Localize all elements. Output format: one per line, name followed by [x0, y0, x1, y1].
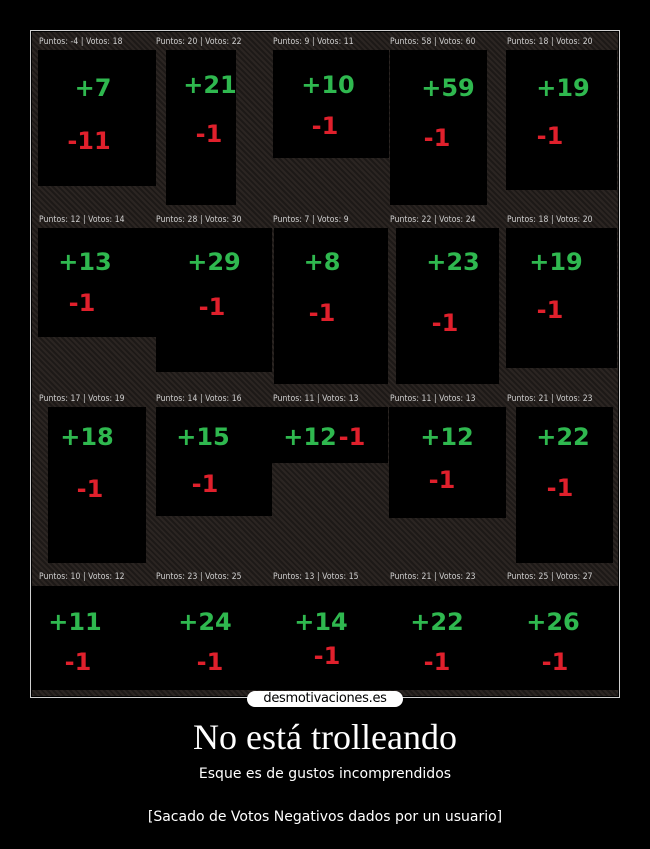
- site-logo[interactable]: desmotivaciones.es: [247, 691, 403, 707]
- positive-votes: +13: [58, 248, 112, 276]
- points-votes-header: Puntos: 28 | Votos: 30: [156, 215, 242, 225]
- vote-screenshot-collage: Puntos: -4 | Votos: 18 +7 -11 Puntos: 20 | …: [32, 32, 618, 696]
- points-votes-header: Puntos: 21 | Votos: 23: [507, 394, 593, 404]
- negative-votes: -1: [536, 296, 564, 324]
- positive-votes: +10: [301, 71, 355, 99]
- points-votes-header: Puntos: 17 | Votos: 19: [39, 394, 125, 404]
- positive-votes: +7: [74, 74, 112, 102]
- negative-votes: -1: [64, 648, 92, 676]
- vote-panel: [390, 50, 487, 205]
- negative-votes: -1: [428, 466, 456, 494]
- vote-panel: [506, 228, 617, 368]
- points-votes-header: Puntos: 12 | Votos: 14: [39, 215, 125, 225]
- points-votes-header: Puntos: -4 | Votos: 18: [39, 37, 123, 47]
- points-votes-header: Puntos: 11 | Votos: 13: [273, 394, 359, 404]
- vote-panel: [38, 228, 156, 337]
- points-votes-header: Puntos: 18 | Votos: 20: [507, 37, 593, 47]
- points-votes-header: Puntos: 23 | Votos: 25: [156, 572, 242, 582]
- negative-votes: -1: [68, 289, 96, 317]
- positive-votes: +14: [294, 608, 348, 636]
- positive-votes: +24: [178, 608, 232, 636]
- points-votes-header: Puntos: 9 | Votos: 11: [273, 37, 354, 47]
- positive-votes: +59: [421, 74, 475, 102]
- negative-votes: -1: [423, 124, 451, 152]
- negative-votes: -1: [313, 642, 341, 670]
- negative-votes: -1: [76, 475, 104, 503]
- vote-panel: [272, 407, 388, 463]
- points-votes-header: Puntos: 22 | Votos: 24: [390, 215, 476, 225]
- positive-votes: +23: [426, 248, 480, 276]
- positive-votes: +12: [283, 423, 337, 451]
- negative-votes: -1: [541, 648, 569, 676]
- negative-votes: -1: [198, 293, 226, 321]
- points-votes-header: Puntos: 11 | Votos: 13: [390, 394, 476, 404]
- positive-votes: +11: [48, 608, 102, 636]
- positive-votes: +26: [526, 608, 580, 636]
- positive-votes: +22: [536, 423, 590, 451]
- vote-panel: [396, 228, 499, 384]
- negative-votes: -1: [338, 423, 366, 451]
- points-votes-header: Puntos: 7 | Votos: 9: [273, 215, 349, 225]
- vote-panel: [274, 228, 388, 384]
- negative-votes: -1: [195, 120, 223, 148]
- points-votes-header: Puntos: 21 | Votos: 23: [390, 572, 476, 582]
- vote-panel: [38, 50, 156, 186]
- poster-title: No está trolleando: [193, 717, 457, 757]
- negative-votes: -1: [196, 648, 224, 676]
- negative-votes: -1: [431, 309, 459, 337]
- points-votes-header: Puntos: 10 | Votos: 12: [39, 572, 125, 582]
- vote-panel: [166, 50, 236, 205]
- negative-votes: -11: [67, 127, 111, 155]
- positive-votes: +29: [187, 248, 241, 276]
- positive-votes: +19: [529, 248, 583, 276]
- points-votes-header: Puntos: 14 | Votos: 16: [156, 394, 242, 404]
- negative-votes: -1: [308, 299, 336, 327]
- negative-votes: -1: [536, 122, 564, 150]
- vote-panel: [156, 407, 272, 516]
- points-votes-header: Puntos: 25 | Votos: 27: [507, 572, 593, 582]
- points-votes-header: Puntos: 20 | Votos: 22: [156, 37, 242, 47]
- poster-subtitle: Esque es de gustos incomprendidos: [198, 766, 452, 782]
- points-votes-header: Puntos: 18 | Votos: 20: [507, 215, 593, 225]
- points-votes-header: Puntos: 58 | Votos: 60: [390, 37, 476, 47]
- negative-votes: -1: [423, 648, 451, 676]
- vote-panel: [389, 407, 506, 518]
- vote-panel: [506, 50, 617, 190]
- positive-votes: +21: [183, 71, 237, 99]
- negative-votes: -1: [191, 470, 219, 498]
- positive-votes: +15: [176, 423, 230, 451]
- negative-votes: -1: [546, 474, 574, 502]
- vote-panel: [273, 50, 389, 158]
- positive-votes: +12: [420, 423, 474, 451]
- negative-votes: -1: [311, 112, 339, 140]
- positive-votes: +18: [60, 423, 114, 451]
- vote-panel: [156, 228, 272, 372]
- positive-votes: +8: [303, 248, 341, 276]
- vote-panel: [516, 407, 613, 563]
- vote-panel: [32, 586, 618, 690]
- poster-caption: [Sacado de Votos Negativos dados por un …: [147, 809, 503, 825]
- vote-panel: [48, 407, 146, 563]
- positive-votes: +22: [410, 608, 464, 636]
- positive-votes: +19: [536, 74, 590, 102]
- points-votes-header: Puntos: 13 | Votos: 15: [273, 572, 359, 582]
